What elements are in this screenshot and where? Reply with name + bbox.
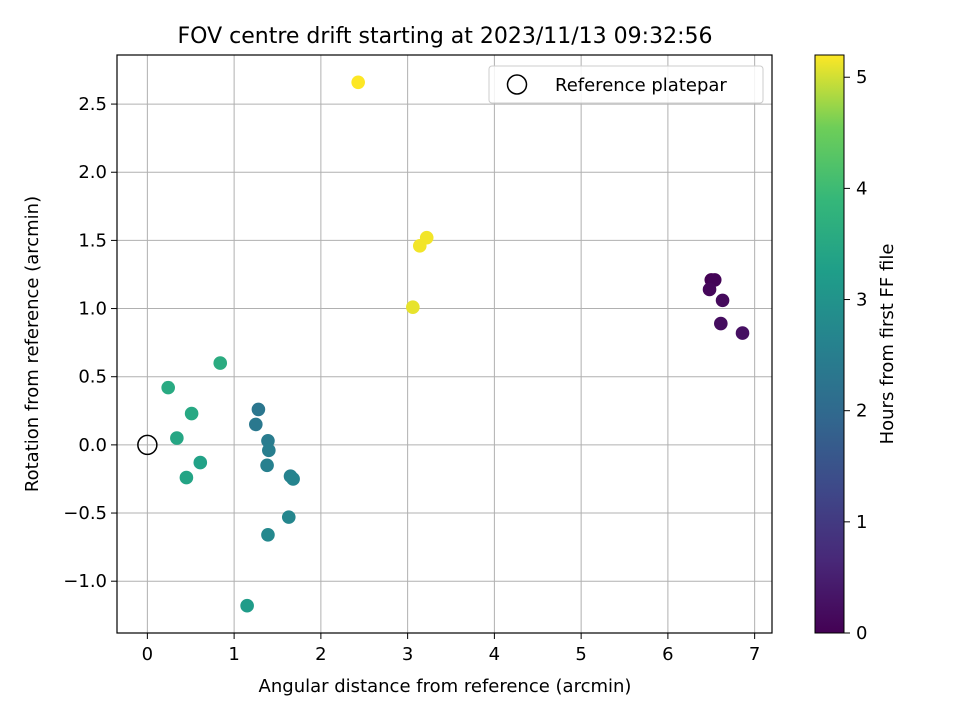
chart-title: FOV centre drift starting at 2023/11/13 …	[178, 24, 713, 49]
y-tick-label: 0.5	[78, 367, 107, 388]
data-point	[249, 417, 263, 432]
data-point	[161, 380, 175, 395]
data-point	[184, 406, 199, 421]
legend-label: Reference platepar	[555, 75, 727, 96]
y-tick-label: 1.5	[78, 230, 107, 251]
x-tick-label: 4	[489, 644, 500, 665]
x-axis-ticks: 0 1 2 3 4 5 6 7	[142, 633, 760, 665]
x-tick-label: 7	[749, 644, 760, 665]
data-points	[161, 75, 750, 613]
data-point	[251, 402, 266, 417]
colorbar-tick-label: 4	[856, 178, 867, 199]
colorbar-label: Hours from first FF file	[877, 244, 898, 445]
y-axis-label: Rotation from reference (arcmin)	[22, 196, 43, 492]
data-point	[714, 316, 728, 331]
y-tick-label: −1.0	[63, 571, 107, 592]
data-point	[735, 326, 750, 340]
reference-platepar-marker	[137, 434, 158, 456]
y-axis-ticks: −1.0 −0.5 0.0 0.5 1.0 1.5 2.0 2.5	[63, 94, 117, 592]
x-tick-label: 1	[228, 644, 239, 665]
colorbar-ticks: 0 1 2 3 4 5	[844, 67, 867, 644]
data-point	[281, 510, 296, 524]
data-point	[262, 443, 276, 458]
legend: Reference platepar	[488, 65, 764, 104]
data-point	[170, 431, 184, 445]
x-tick-label: 2	[315, 644, 326, 665]
colorbar: 0 1 2 3 4 5 Hours from first FF file	[814, 54, 898, 644]
colorbar-tick-label: 3	[856, 290, 867, 311]
x-tick-label: 3	[402, 644, 413, 665]
x-tick-label: 6	[662, 644, 673, 665]
colorbar-tick-label: 0	[856, 623, 867, 644]
data-point	[213, 356, 228, 370]
data-point	[260, 458, 274, 473]
plot-area-frame	[116, 54, 773, 634]
colorbar-tick-label: 2	[856, 401, 867, 422]
data-point	[261, 528, 275, 542]
colorbar-gradient	[814, 54, 845, 634]
data-point	[351, 75, 365, 90]
data-point	[406, 300, 420, 314]
y-tick-label: −0.5	[63, 503, 107, 524]
data-point	[240, 598, 254, 613]
colorbar-tick-label: 1	[856, 512, 867, 533]
x-tick-label: 0	[142, 644, 153, 665]
data-point	[702, 282, 717, 297]
data-point	[715, 293, 730, 308]
y-tick-label: 0.0	[78, 435, 107, 456]
legend-box	[488, 65, 764, 104]
legend-reference-marker	[506, 74, 528, 95]
y-tick-label: 2.5	[78, 94, 107, 115]
colorbar-tick-label: 5	[856, 67, 867, 88]
y-tick-label: 1.0	[78, 299, 107, 320]
data-point	[286, 472, 300, 486]
data-point	[179, 470, 194, 485]
data-point	[419, 230, 434, 245]
x-axis-label: Angular distance from reference (arcmin)	[259, 676, 632, 697]
data-point	[193, 455, 208, 470]
grid-lines	[117, 55, 772, 633]
x-tick-label: 5	[575, 644, 586, 665]
y-tick-label: 2.0	[78, 162, 107, 183]
